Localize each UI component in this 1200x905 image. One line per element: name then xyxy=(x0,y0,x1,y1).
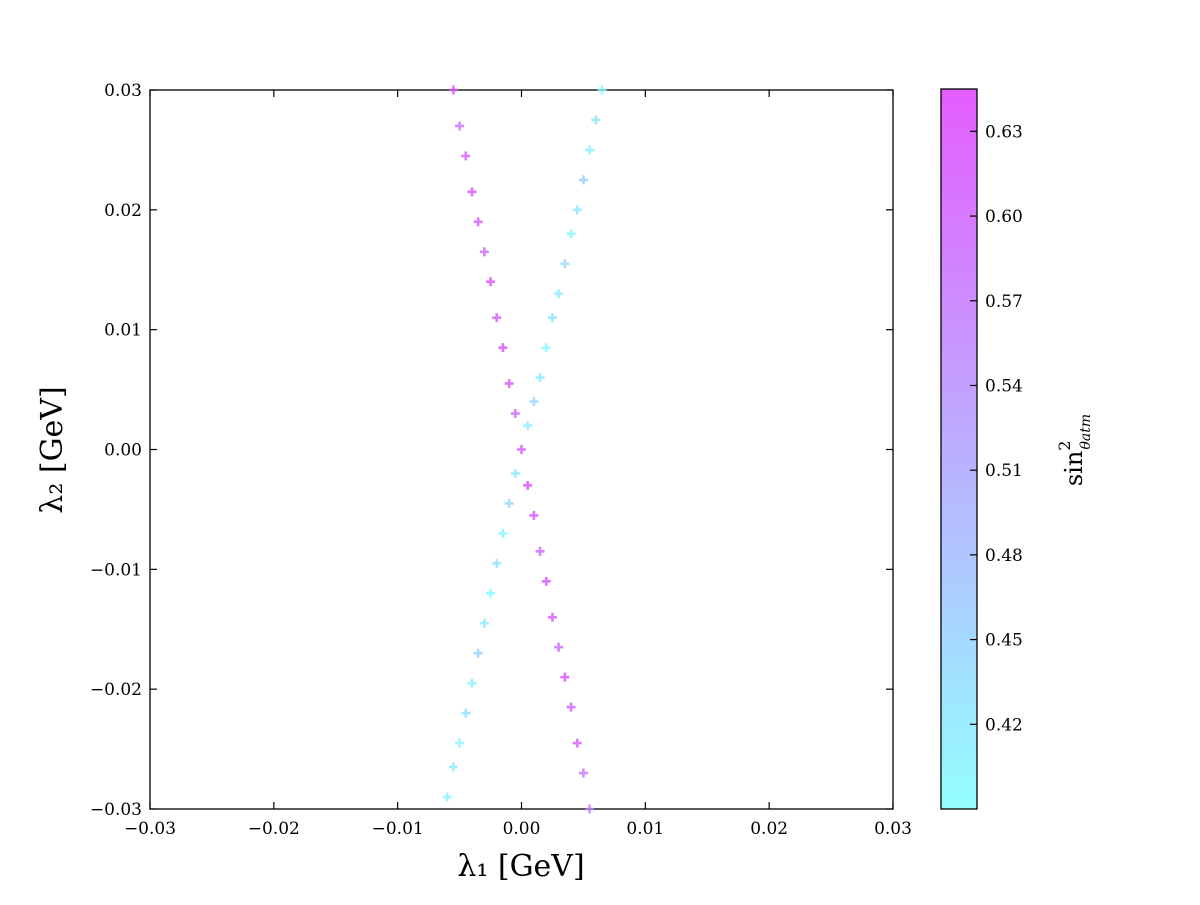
scatter-point xyxy=(572,205,582,215)
scatter-point xyxy=(455,738,465,748)
y-axis-label: λ₂ [GeV] xyxy=(35,386,70,513)
x-tick-label: 0.01 xyxy=(626,819,664,839)
y-tick-label: −0.02 xyxy=(90,680,142,700)
colorbar-label-sub: θatm xyxy=(1078,414,1094,450)
colorbar-label: sin2 θatm xyxy=(1055,414,1094,486)
series-1 xyxy=(448,85,595,814)
scatter-point xyxy=(547,612,557,622)
colorbar-tick-label: 0.57 xyxy=(985,292,1023,312)
scatter-point xyxy=(585,804,595,814)
colorbar-tick-label: 0.45 xyxy=(985,631,1023,651)
scatter-point xyxy=(560,259,570,269)
scatter-point xyxy=(492,558,502,568)
scatter-point xyxy=(504,379,514,389)
scatter-point xyxy=(461,708,471,718)
scatter-point xyxy=(498,528,508,538)
scatter-point xyxy=(541,576,551,586)
scatter-point xyxy=(535,373,545,383)
colorbar-label-sup: 2 xyxy=(1055,441,1074,451)
scatter-point xyxy=(560,672,570,682)
scatter-point xyxy=(455,121,465,131)
scatter-point xyxy=(591,115,601,125)
scatter-point xyxy=(510,409,520,419)
scatter-point xyxy=(572,738,582,748)
scatter-point xyxy=(554,642,564,652)
x-tick-label: 0.00 xyxy=(503,819,541,839)
y-tick-label: −0.03 xyxy=(90,800,142,820)
colorbar-fill xyxy=(941,89,977,809)
scatter-point xyxy=(517,445,526,454)
colorbar-tick-label: 0.42 xyxy=(985,715,1023,735)
scatter-point xyxy=(461,151,471,161)
scatter-points xyxy=(442,85,607,814)
colorbar-tick-label: 0.54 xyxy=(985,376,1023,396)
colorbar: 0.42 0.45 0.48 0.51 0.54 0.57 0.60 0.63 sin2 θat… xyxy=(940,88,1094,810)
x-tick-label: 0.03 xyxy=(874,819,912,839)
scatter-point xyxy=(448,85,458,95)
scatter-point xyxy=(566,702,576,712)
scatter-point xyxy=(510,468,520,478)
x-tick-label: −0.01 xyxy=(372,819,424,839)
x-tick-label: −0.02 xyxy=(248,819,300,839)
scatter-point xyxy=(597,85,607,95)
colorbar-tick-label: 0.51 xyxy=(985,461,1023,481)
series-2 xyxy=(442,85,607,802)
y-axis-ticks: −0.03 −0.02 −0.01 0.00 0.01 0.02 0.03 xyxy=(90,81,893,820)
colorbar-tick-label: 0.60 xyxy=(985,207,1023,227)
scatter-point xyxy=(523,421,533,431)
scatter-point xyxy=(566,229,576,239)
scatter-point xyxy=(535,546,545,556)
scatter-point xyxy=(554,289,564,299)
x-tick-label: 0.02 xyxy=(750,819,788,839)
colorbar-tick-label: 0.63 xyxy=(985,122,1023,142)
x-tick-label: −0.03 xyxy=(124,819,176,839)
scatter-point xyxy=(473,217,483,227)
colorbar-label-main: sin xyxy=(1060,451,1088,486)
scatter-point xyxy=(529,510,539,520)
colorbar-ticks: 0.42 0.45 0.48 0.51 0.54 0.57 0.60 0.63 xyxy=(970,122,1023,735)
colorbar-tick-label: 0.48 xyxy=(985,546,1023,566)
scatter-point xyxy=(448,762,458,772)
y-tick-label: 0.01 xyxy=(104,321,142,341)
scatter-point xyxy=(547,313,557,323)
colorbar-frame xyxy=(940,88,978,810)
x-axis-ticks: −0.03 −0.02 −0.01 0.00 0.01 0.02 0.03 xyxy=(124,90,912,839)
scatter-point xyxy=(467,187,477,197)
scatter-point xyxy=(467,678,477,688)
scatter-point xyxy=(498,343,508,353)
scatter-point xyxy=(442,792,452,802)
scatter-point xyxy=(523,480,533,490)
y-tick-label: 0.02 xyxy=(104,201,142,221)
scatter-point xyxy=(492,313,502,323)
scatter-point xyxy=(585,145,595,155)
y-tick-label: 0.00 xyxy=(104,441,142,461)
plot-area: −0.03 −0.02 −0.01 0.00 0.01 0.02 0.03 −0.03−0.… xyxy=(90,81,912,839)
scatter-point xyxy=(529,397,539,407)
scatter-point xyxy=(578,768,588,778)
scatter-point xyxy=(504,498,514,508)
scatter-point xyxy=(541,343,551,353)
y-tick-label: −0.01 xyxy=(90,560,142,580)
scatter-point xyxy=(486,588,496,598)
scatter-point xyxy=(473,648,483,658)
scatter-point xyxy=(578,175,588,185)
scatter-point xyxy=(479,247,489,257)
y-tick-label: 0.03 xyxy=(104,81,142,101)
scatter-point xyxy=(486,277,496,287)
scatter-point xyxy=(479,618,489,628)
x-axis-label: λ₁ [GeV] xyxy=(457,849,584,884)
